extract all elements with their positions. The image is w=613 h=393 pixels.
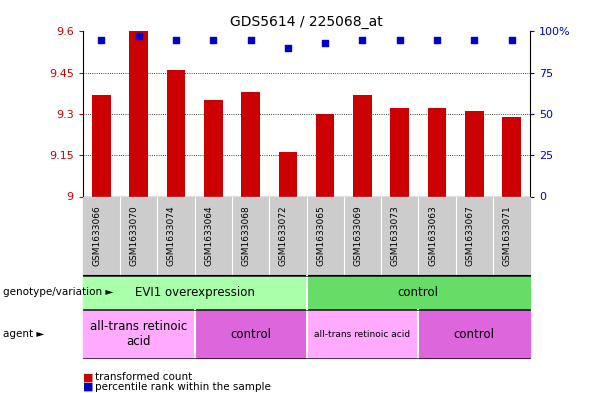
Point (470, 37, 479, 43)
Text: GSM1633067: GSM1633067 (465, 206, 474, 266)
Bar (390, 108, 409, 196)
Text: ■: ■ (83, 382, 93, 392)
Text: ■: ■ (83, 372, 93, 382)
Bar (502, 117, 521, 196)
Text: GSM1633064: GSM1633064 (204, 206, 213, 266)
Point (208, 37, 218, 43)
Text: control: control (454, 327, 495, 341)
Text: GSM1633065: GSM1633065 (316, 206, 325, 266)
Bar (465, 111, 484, 196)
Text: GSM1633066: GSM1633066 (93, 206, 101, 266)
Text: GSM1633074: GSM1633074 (167, 206, 176, 266)
Text: GSM1633063: GSM1633063 (428, 206, 437, 266)
Point (357, 37, 367, 43)
Text: GSM1633069: GSM1633069 (354, 206, 362, 266)
Point (320, 40, 330, 46)
Point (134, 33, 143, 40)
Text: GSM1633073: GSM1633073 (390, 206, 400, 266)
Bar (428, 108, 446, 196)
Text: EVI1 overexpression: EVI1 overexpression (135, 286, 254, 299)
Text: control: control (398, 286, 439, 299)
Point (432, 37, 442, 43)
Text: transformed count: transformed count (95, 372, 192, 382)
Bar (167, 70, 185, 196)
Text: all-trans retinoic
acid: all-trans retinoic acid (90, 320, 188, 348)
Text: genotype/variation ►: genotype/variation ► (3, 287, 113, 298)
Text: control: control (230, 327, 271, 341)
Text: GSM1633070: GSM1633070 (130, 206, 139, 266)
Point (395, 37, 405, 43)
Bar (129, 31, 148, 196)
Point (246, 37, 256, 43)
Text: GSM1633071: GSM1633071 (503, 206, 512, 266)
Text: percentile rank within the sample: percentile rank within the sample (95, 382, 271, 392)
Text: GSM1633068: GSM1633068 (242, 206, 251, 266)
Bar (204, 100, 223, 196)
Point (96, 37, 106, 43)
Bar (353, 95, 371, 196)
Text: all-trans retinoic acid: all-trans retinoic acid (314, 330, 411, 338)
Bar (278, 152, 297, 196)
Title: GDS5614 / 225068_at: GDS5614 / 225068_at (230, 15, 383, 29)
Bar (242, 92, 260, 196)
Text: agent ►: agent ► (3, 329, 44, 339)
Bar (92, 95, 111, 196)
Point (171, 37, 181, 43)
Point (283, 45, 293, 51)
Text: GSM1633072: GSM1633072 (279, 206, 288, 266)
Bar (316, 114, 335, 196)
Point (507, 37, 517, 43)
